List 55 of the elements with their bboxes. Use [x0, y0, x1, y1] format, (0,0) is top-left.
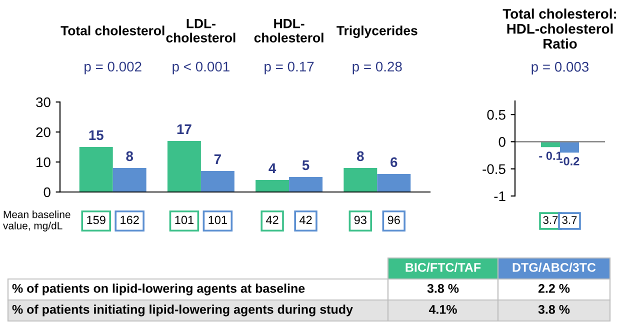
text: 101 — [175, 216, 194, 224]
text: p = 0.17 — [264, 62, 314, 74]
data-label: 8 — [126, 151, 134, 162]
text: p = 0.003 — [532, 62, 589, 74]
data-label: 6 — [390, 157, 398, 168]
data-label: -0.2 — [560, 157, 580, 166]
text: DTG/ABC/3TC — [512, 262, 596, 272]
text: Mean baseline value, mg/dL — [3, 210, 70, 232]
data-label: 8 — [356, 151, 364, 162]
text: % of patients on lipid-lowering agents at baseline — [12, 284, 305, 296]
text: 101 — [208, 216, 227, 224]
bar — [256, 180, 290, 192]
bar — [112, 168, 146, 192]
y-tick-label: 0 — [44, 187, 50, 198]
text: 4.1% — [428, 305, 457, 314]
y-tick-label: 20 — [36, 127, 50, 138]
bar — [344, 168, 378, 192]
data-label: 17 — [177, 124, 192, 134]
bar — [167, 141, 201, 192]
text: 3.8 % — [427, 284, 459, 293]
text: 42 — [266, 216, 278, 224]
y-tick-label: 30 — [36, 97, 50, 108]
text: 42 — [299, 216, 312, 224]
y-tick-label: -0.5 — [482, 164, 506, 174]
text: 3.7 — [562, 216, 577, 224]
text: 93 — [354, 216, 366, 224]
chart-title: Total cholesterol: HDL-cholesterol Ratio — [502, 8, 616, 49]
bar — [289, 177, 323, 192]
x-tick-label: HDL- cholesterol — [254, 19, 324, 42]
y-tick-label: -1 — [494, 191, 506, 202]
x-tick-label: Triglycerides — [336, 26, 418, 38]
x-tick-label: Total cholesterol — [60, 26, 164, 36]
data-label: 15 — [89, 130, 104, 140]
data-label: 5 — [302, 160, 310, 170]
text: p = 0.28 — [352, 62, 402, 74]
text: 159 — [87, 216, 106, 224]
text: % of patients initiating lipid-lowering agents during study — [12, 304, 353, 316]
text: 3.8 % — [538, 305, 570, 314]
y-tick-label: 0 — [498, 137, 506, 147]
text: 2.2 % — [538, 284, 570, 293]
text: p < 0.001 — [172, 62, 230, 74]
bar — [79, 147, 113, 192]
text: BIC/FTC/TAF — [406, 262, 481, 272]
text: 3.7 — [543, 216, 558, 224]
data-label: 7 — [214, 154, 221, 164]
data-label: - 0.1 — [539, 152, 562, 160]
x-tick-label: LDL- cholesterol — [166, 19, 236, 42]
text: p = 0.002 — [84, 62, 142, 74]
text: 96 — [388, 216, 400, 224]
y-tick-label: 10 — [36, 157, 50, 168]
y-tick-label: 0.5 — [487, 110, 506, 120]
data-label: 4 — [268, 163, 276, 173]
bar — [200, 171, 234, 192]
bar — [377, 174, 411, 192]
text: 162 — [120, 216, 139, 224]
